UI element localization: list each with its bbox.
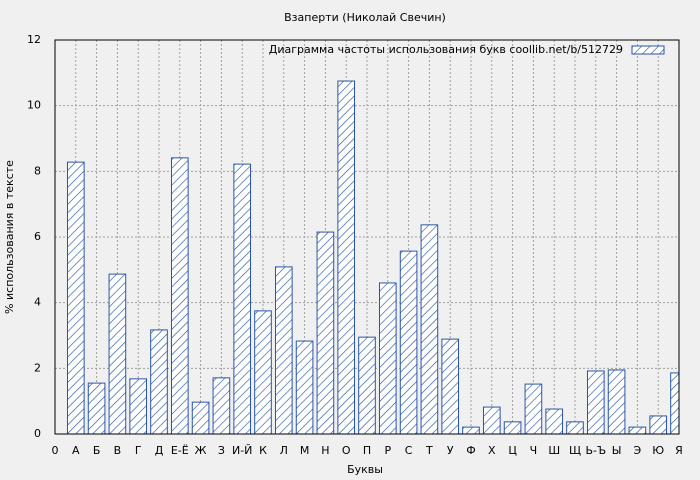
bar [566, 421, 584, 434]
x-tick-label: Г [135, 444, 142, 457]
x-tick-label: Н [321, 444, 329, 457]
x-tick-label: К [259, 444, 267, 457]
y-tick-label: 8 [34, 164, 41, 177]
x-tick-label: З [218, 444, 225, 457]
y-tick-label: 0 [34, 427, 41, 440]
chart-title: Взаперти (Николай Свечин) [284, 11, 446, 24]
bar [191, 401, 210, 434]
y-tick-label: 10 [27, 99, 41, 112]
x-tick-label: Д [155, 444, 164, 457]
x-tick-label: Б [93, 444, 101, 457]
bar [212, 377, 231, 434]
y-tick-label: 4 [34, 296, 41, 309]
bar [482, 406, 501, 434]
bar [150, 329, 168, 434]
bar [586, 370, 605, 434]
x-tick-label: О [342, 444, 351, 457]
bar [108, 273, 127, 434]
plot-frame [54, 39, 680, 435]
x-tick-label: Е-Ё [171, 444, 189, 457]
legend-label: Диаграмма частоты использования букв coo… [269, 43, 623, 56]
bar [628, 426, 647, 434]
bar [524, 383, 543, 434]
x-tick-label: Ы [612, 444, 622, 457]
x-tick-label: Ц [508, 444, 517, 457]
x-tick-label: Х [488, 444, 496, 457]
x-tick-label: 0 [52, 444, 59, 457]
y-tick-label: 12 [27, 33, 41, 46]
x-tick-label: Ш [548, 444, 560, 457]
bar [649, 415, 668, 434]
y-axis-label: % использования в тексте [3, 160, 16, 314]
legend-swatch [631, 45, 665, 55]
x-tick-label: Ж [195, 444, 207, 457]
bar [254, 310, 272, 434]
bars [66, 80, 679, 434]
bar [337, 80, 356, 434]
x-tick-label: Л [280, 444, 288, 457]
x-tick-label: Ю [652, 444, 664, 457]
y-tick-label: 6 [34, 230, 41, 243]
bar [66, 161, 85, 434]
x-tick-label: С [405, 444, 413, 457]
bar [295, 340, 314, 434]
bar [378, 282, 397, 434]
x-tick-label: П [363, 444, 371, 457]
x-tick-label: Р [384, 444, 391, 457]
bar [503, 421, 522, 434]
bar [462, 426, 480, 434]
x-tick-label: Я [675, 444, 683, 457]
bar [420, 224, 439, 434]
x-tick-label: В [114, 444, 122, 457]
x-tick-label: А [72, 444, 80, 457]
bar [545, 408, 564, 434]
x-tick-label: Т [425, 444, 433, 457]
x-tick-label: Ь-Ъ [585, 444, 606, 457]
bar [233, 163, 252, 434]
x-tick-label: Ф [466, 444, 475, 457]
bar [129, 378, 148, 434]
x-tick-label: У [447, 444, 454, 457]
bar [399, 250, 418, 434]
y-tick-label: 2 [34, 361, 41, 374]
x-tick-label: И-Й [232, 444, 252, 457]
bar [441, 338, 460, 434]
x-tick-label: М [300, 444, 310, 457]
bar [170, 157, 189, 434]
x-tick-label: Щ [569, 444, 581, 457]
x-tick-label: Ч [530, 444, 538, 457]
bar [274, 266, 293, 434]
bar [607, 369, 626, 434]
x-tick-label: Э [634, 444, 642, 457]
bar [358, 336, 376, 434]
bar [87, 382, 106, 434]
bar [316, 231, 335, 434]
x-axis-label: Буквы [347, 463, 383, 476]
